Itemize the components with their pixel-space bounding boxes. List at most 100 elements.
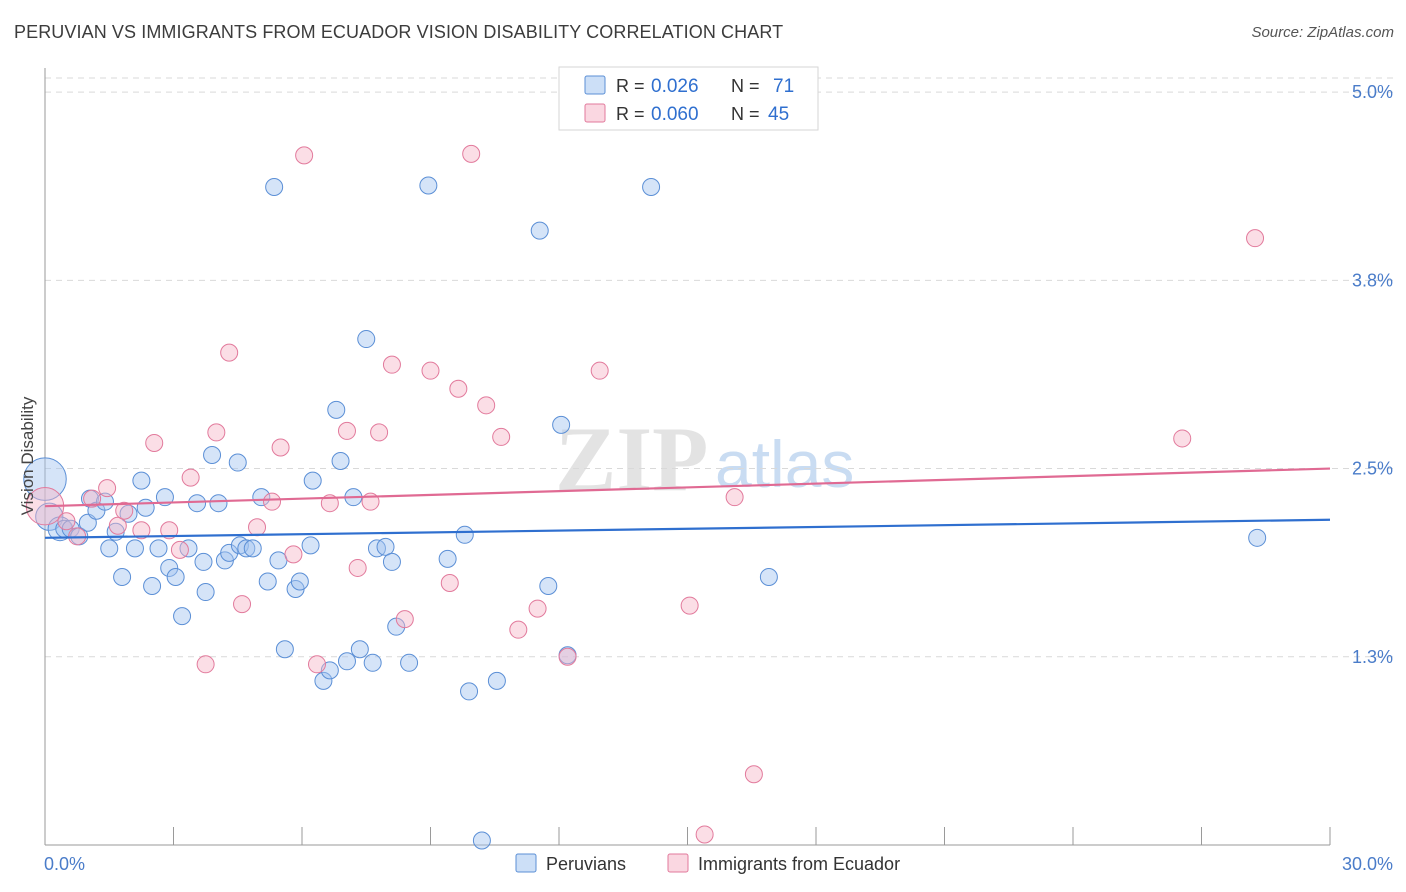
legend-r-label-1: R = — [616, 76, 645, 96]
ecuador-point — [263, 492, 282, 511]
peruvian-point — [472, 831, 491, 850]
peruvian-point — [194, 552, 213, 571]
peruvian-point — [487, 671, 506, 690]
peruvian-point — [357, 330, 376, 349]
legend-swatch-ecuador — [584, 103, 606, 123]
ecuador-point — [477, 396, 496, 415]
peruvian-point — [314, 671, 333, 690]
ecuador-point — [462, 144, 481, 163]
ecuador-point — [145, 433, 164, 452]
peruvian-point — [155, 488, 174, 507]
y-tick-label: 2.5% — [1352, 459, 1393, 479]
peruvian-point — [23, 457, 67, 501]
legend-n-value-2: 45 — [768, 104, 789, 125]
ecuador-point — [509, 620, 528, 639]
peruvian-point — [438, 549, 457, 568]
ecuador-point — [725, 488, 744, 507]
y-tick-label: 5.0% — [1352, 82, 1393, 102]
peruvian-point — [220, 543, 239, 562]
ecuador-point — [449, 379, 468, 398]
legend-r-value-1: 0.026 — [651, 76, 699, 97]
ecuador-point — [115, 501, 134, 520]
ecuador-point — [248, 518, 267, 537]
ecuador-point — [271, 438, 290, 457]
x-tick-label-min: 0.0% — [44, 854, 85, 874]
ecuador-point — [108, 516, 127, 535]
peruvian-point — [265, 177, 284, 196]
peruvian-point — [350, 640, 369, 659]
chart-title: PERUVIAN VS IMMIGRANTS FROM ECUADOR VISI… — [14, 22, 784, 42]
ecuador-point — [421, 361, 440, 380]
ecuador-point — [170, 540, 189, 559]
trend-line-ecuador — [44, 467, 1331, 508]
x-tick-label-max: 30.0% — [1342, 854, 1393, 874]
ecuador-point — [98, 479, 117, 498]
legend-n-value-1: 71 — [773, 76, 794, 97]
peruvian-point — [237, 539, 256, 558]
peruvian-point — [125, 539, 144, 558]
watermark-atlas: atlas — [715, 427, 854, 501]
ecuador-point — [1246, 229, 1265, 248]
peruvian-point — [327, 400, 346, 419]
peruvian-point — [331, 452, 350, 471]
ecuador-point — [590, 361, 609, 380]
peruvian-point — [173, 607, 192, 626]
ecuador-point — [207, 423, 226, 442]
trend-line-peruvians — [44, 518, 1331, 539]
peruvian-point — [400, 653, 419, 672]
ecuador-point — [382, 355, 401, 374]
peruvian-point — [539, 577, 558, 596]
peruvian-point — [100, 539, 119, 558]
ecuador-point — [440, 573, 459, 592]
ecuador-point — [1173, 429, 1192, 448]
ecuador-point — [220, 343, 239, 362]
peruvian-point — [460, 682, 479, 701]
bottom-legend-swatch-ecuador — [667, 853, 689, 873]
bottom-legend-swatch-peruvians — [515, 853, 537, 873]
ecuador-point — [295, 146, 314, 165]
peruvian-point — [455, 525, 474, 544]
peruvian-point — [382, 552, 401, 571]
peruvian-point — [642, 177, 661, 196]
ecuador-point — [57, 512, 76, 531]
bottom-legend-ecuador: Immigrants from Ecuador — [698, 854, 900, 874]
ecuador-point — [337, 421, 356, 440]
legend-swatch-peruvians — [584, 75, 606, 95]
peruvian-point — [136, 498, 155, 517]
peruvian-point — [759, 567, 778, 586]
legend-n-label-1: N = — [731, 76, 760, 96]
peruvian-point — [188, 494, 207, 513]
ecuador-point — [680, 596, 699, 615]
trend-lines — [44, 467, 1331, 539]
peruvian-point — [301, 536, 320, 555]
source-label: Source: ZipAtlas.com — [1251, 24, 1394, 41]
ecuador-point — [196, 655, 215, 674]
peruvian-point — [269, 551, 288, 570]
legend-box: R = 0.026 N = 71 R = 0.060 N = 45 — [558, 66, 819, 131]
peruvian-point — [275, 640, 294, 659]
peruvian-point — [243, 539, 262, 558]
watermark-zip: ZIP — [555, 408, 708, 510]
peruvian-point — [143, 577, 162, 596]
ecuador-point — [528, 599, 547, 618]
y-axis-label: Vision Disability — [18, 396, 37, 515]
ecuador-point — [744, 765, 763, 784]
ecuador-point — [284, 545, 303, 564]
peruvian-point — [337, 652, 356, 671]
ecuador-point — [160, 521, 179, 540]
ecuador-point — [695, 825, 714, 844]
peruvian-point — [113, 567, 132, 586]
peruvian-point — [203, 446, 222, 465]
peruvian-point — [160, 558, 179, 577]
peruvian-point — [132, 471, 151, 490]
peruvian-point — [419, 176, 438, 195]
ecuador-point — [348, 558, 367, 577]
peruvian-point — [376, 537, 395, 556]
legend-r-value-2: 0.060 — [651, 104, 699, 125]
peruvian-point — [290, 572, 309, 591]
peruvian-point — [530, 221, 549, 240]
ecuador-point — [307, 655, 326, 674]
ecuador-point — [233, 595, 252, 614]
peruvian-point — [363, 653, 382, 672]
